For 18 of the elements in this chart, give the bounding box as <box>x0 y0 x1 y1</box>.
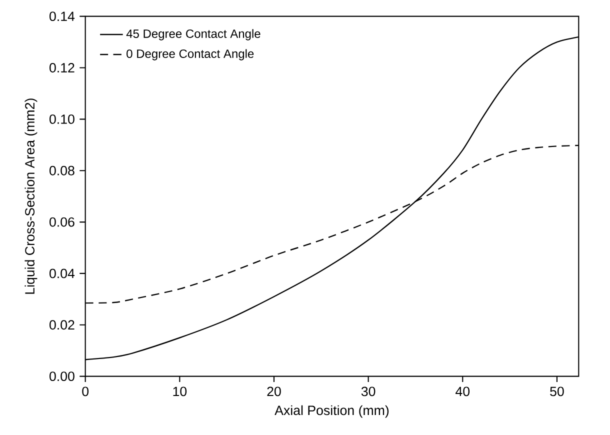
y-axis-title: Liquid Cross-Section Area (mm2) <box>24 98 38 294</box>
y-tick-label: 0.04 <box>50 268 75 278</box>
x-tick-label: 40 <box>456 386 470 396</box>
y-tick-label: 0.10 <box>50 114 74 124</box>
x-tick-label: 0 <box>82 386 89 396</box>
y-tick-label: 0.08 <box>50 166 74 176</box>
y-tick-label: 0.14 <box>50 12 75 22</box>
y-tick-label: 0.12 <box>50 63 74 72</box>
x-tick-label: 50 <box>550 386 564 396</box>
y-tick-label: 0.06 <box>50 217 74 227</box>
x-axis-title: Axial Position (mm) <box>274 405 389 418</box>
x-tick-label: 30 <box>361 386 376 396</box>
y-tick-label: 0.02 <box>50 320 74 330</box>
legend-label: 0 Degree Contact Angle <box>126 49 254 60</box>
y-tick-label: 0.00 <box>50 372 74 382</box>
x-tick-label: 20 <box>267 386 281 396</box>
x-tick-label: 10 <box>173 386 187 396</box>
legend-label: 45 Degree Contact Angle <box>126 29 260 40</box>
